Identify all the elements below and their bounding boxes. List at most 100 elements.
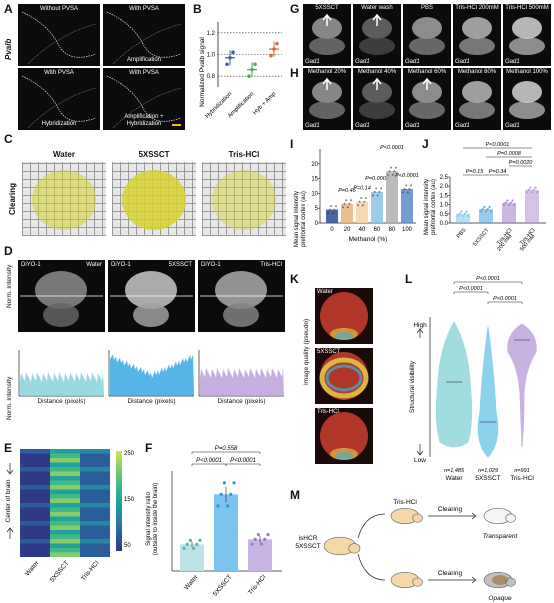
panel-i-category: 80 (389, 227, 396, 233)
cleared-brain (32, 170, 96, 230)
data-point (253, 537, 257, 541)
heatmap-cell (80, 521, 110, 526)
heatmap-cell (80, 458, 110, 463)
data-point (195, 542, 199, 546)
brain-slice (312, 81, 342, 103)
panel-d-title: Water (86, 262, 102, 268)
heatmap-cell (80, 494, 110, 499)
panel-g-tile: Tris-HCl 500mM Gad1 (503, 4, 551, 66)
panel-l-chart: Structural visibility High Low n=1,485 n=1,0… (409, 276, 537, 482)
panel-k-tile: 5XSSCT (315, 348, 373, 404)
cleared-brain (212, 170, 276, 230)
tissue-outline (106, 75, 182, 122)
data-point (467, 214, 470, 218)
panel-i-xlabel: Methanol (%) (349, 236, 388, 243)
panel-h-tile: Methanol 80% Gad1 (453, 68, 501, 130)
panel-k-title: 5XSSCT (317, 349, 341, 355)
panel-j-tick: 0.0 (440, 221, 449, 227)
brain-slice (462, 17, 492, 39)
data-point (192, 546, 196, 550)
heatmap-cell (80, 548, 110, 553)
heatmap-cell (80, 539, 110, 544)
data-point (253, 62, 257, 67)
panel-f-pvalue: P<0.0001 (230, 458, 256, 464)
brain-section (43, 303, 79, 327)
panel-a-tile-title: With PVSA (129, 70, 159, 76)
panel-j-pvalue: P=0.34 (489, 169, 507, 175)
data-point (375, 187, 378, 190)
heatmap-cell (50, 525, 80, 530)
panel-d-ylabel-bottom: Norm. intensity (6, 376, 13, 420)
heatmap-cell (50, 449, 80, 454)
panel-b-ylabel: Normalized Pvalb signal (199, 37, 206, 107)
panel-d-tile: DiYO-1 5XSSCT (108, 260, 195, 332)
panel-b-tick: 1.2 (207, 31, 216, 37)
data-point (462, 214, 465, 218)
panel-i-category: 0 (330, 227, 334, 233)
panel-h-tile-title: Methanol 60% (407, 69, 447, 75)
data-point (481, 208, 484, 211)
panel-d-tile: DiYO-1 Water (18, 260, 105, 332)
panel-l-category: Water (445, 475, 463, 482)
heatmap-cell (20, 516, 50, 521)
heatmap-cell (20, 458, 50, 463)
panel-k-tile: Water (315, 288, 373, 344)
data-point (391, 173, 394, 176)
violin (507, 323, 537, 448)
panel-label-b: B (193, 2, 202, 16)
brain-slice (412, 17, 442, 39)
heatmap-cell (80, 471, 110, 476)
quality-map (335, 452, 353, 460)
brain-slice (462, 81, 492, 103)
data-point (335, 205, 337, 208)
heatmap-cell (80, 480, 110, 485)
heatmap-cell (50, 543, 80, 548)
heatmap-cell (20, 521, 50, 526)
data-point (269, 53, 273, 58)
arrow (357, 513, 386, 539)
intensity-profile (200, 368, 284, 396)
gene-label: Gad1 (305, 123, 320, 129)
data-point (228, 55, 232, 60)
data-point (256, 532, 260, 537)
panel-i-chart: Mean signal intensity prefrontal cortex (… (294, 145, 419, 247)
bar (456, 213, 470, 223)
heatmap-cell (80, 507, 110, 512)
heatmap-cell (50, 512, 80, 517)
panel-f-category: 5XSSCT (212, 574, 234, 598)
opaque-region (492, 575, 508, 585)
heatmap-cell (50, 521, 80, 526)
data-point (536, 190, 539, 194)
data-point (360, 197, 363, 200)
heatmap-cell (80, 449, 110, 454)
panel-h-tile: Methanol 40% Gad1 (353, 68, 401, 130)
panel-label-g: G (290, 2, 300, 16)
panel-i-pvalue: P=0.0002 (365, 176, 389, 182)
heatmap-cell (50, 489, 80, 494)
panel-j-category: PBS (456, 227, 468, 240)
panel-m-start: isHCR (299, 535, 318, 542)
data-point (219, 492, 223, 496)
panel-e-category: Tris-HCl (80, 559, 101, 582)
panel-l-category: Tris-HCl (510, 475, 534, 482)
brain-slice (359, 101, 395, 119)
panel-f-ylabel: (outside to inside the brain) (153, 483, 159, 555)
data-point (348, 202, 351, 205)
panel-h-tile: Methanol 60% Gad1 (403, 68, 451, 130)
brain-section (215, 271, 267, 309)
tissue-outline (112, 87, 182, 129)
data-point (231, 50, 235, 55)
tissue-outline (106, 11, 182, 58)
panel-g-tile-title: Tris-HCl 200mM (455, 5, 499, 11)
data-point (506, 199, 509, 202)
gene-label: Gad1 (355, 123, 370, 129)
data-point (216, 504, 220, 508)
data-point (387, 173, 389, 176)
heatmap-cell (80, 543, 110, 548)
panel-c-tile (202, 162, 286, 236)
bar (479, 209, 493, 223)
intensity-profile (20, 372, 104, 396)
data-point (263, 537, 267, 541)
data-point (485, 210, 488, 213)
panel-h-tile: Methanol 100% Gad1 (503, 68, 551, 130)
